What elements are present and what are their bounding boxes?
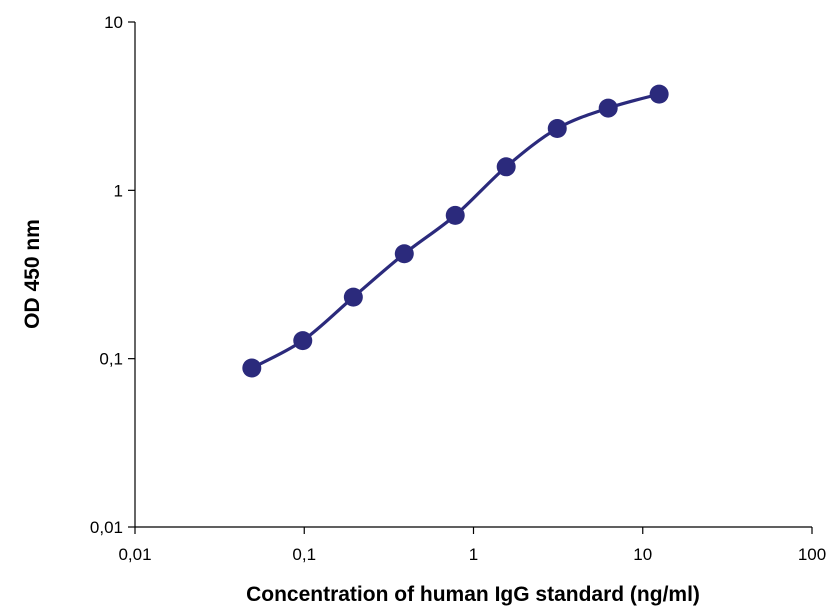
data-point [394, 244, 414, 264]
axes [134, 22, 812, 528]
data-point [343, 287, 363, 307]
data-point [445, 205, 465, 225]
data-point [293, 331, 313, 351]
data-point [242, 358, 262, 378]
y-tick-label: 0,1 [99, 350, 123, 369]
y-tick-label: 1 [114, 181, 123, 200]
data-point [649, 84, 669, 104]
data-point [496, 157, 516, 177]
x-axis-title: Concentration of human IgG standard (ng/… [246, 583, 700, 606]
series-group [242, 84, 669, 378]
series-line [250, 92, 661, 370]
data-point [547, 118, 567, 138]
x-tick-label: 100 [798, 545, 826, 564]
x-tick-label: 0,1 [292, 545, 316, 564]
y-tick-label: 10 [104, 13, 123, 32]
y-tick-label: 0,01 [90, 518, 123, 537]
x-tick-label: 0,01 [118, 545, 151, 564]
data-point [598, 98, 618, 118]
x-tick-label: 10 [633, 545, 652, 564]
tick-labels: 0,01 0,1 1 10 100 0,01 0,1 1 10 [90, 13, 826, 564]
x-tick-label: 1 [469, 545, 478, 564]
y-axis-title: OD 450 nm [21, 219, 44, 329]
ticks [128, 21, 813, 534]
